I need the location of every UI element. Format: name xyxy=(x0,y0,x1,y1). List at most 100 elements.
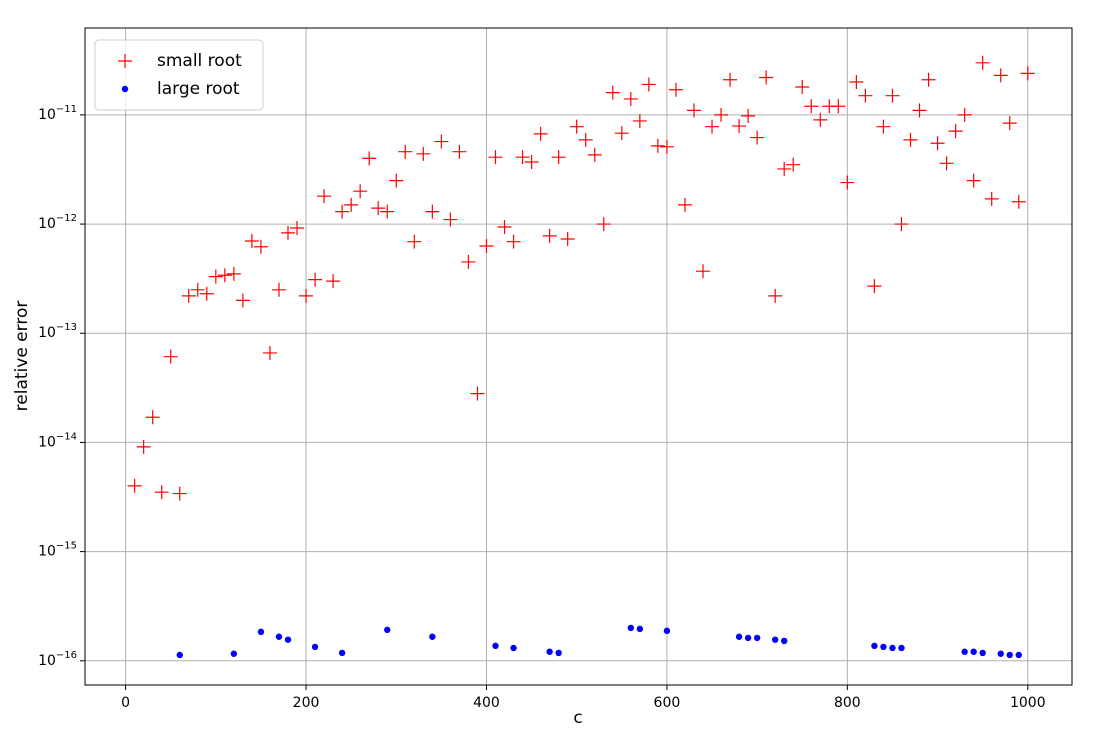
y-tick-label: 10−13 xyxy=(38,322,77,341)
data-point xyxy=(542,228,557,243)
data-point xyxy=(497,220,512,235)
data-point xyxy=(429,633,436,640)
data-point xyxy=(317,189,332,204)
data-point xyxy=(244,233,259,248)
data-point xyxy=(560,231,575,246)
data-point xyxy=(208,269,223,284)
data-point xyxy=(311,643,319,651)
data-point xyxy=(284,636,292,643)
data-point xyxy=(735,633,743,640)
data-point xyxy=(831,99,846,114)
legend-label: large root xyxy=(157,79,240,99)
data-point xyxy=(176,651,183,659)
data-point xyxy=(777,161,792,176)
data-point xyxy=(506,234,521,249)
data-point xyxy=(154,485,169,500)
data-point xyxy=(163,349,178,364)
data-point xyxy=(443,212,458,227)
data-point xyxy=(470,386,485,401)
data-point xyxy=(961,648,968,655)
data-point xyxy=(1006,651,1013,659)
x-tick-label: 800 xyxy=(834,695,861,711)
y-tick-label: 10−15 xyxy=(38,541,77,560)
data-point xyxy=(903,132,918,147)
data-point xyxy=(771,636,779,643)
data-point xyxy=(948,124,963,139)
data-point xyxy=(1015,651,1022,659)
data-point xyxy=(587,147,602,162)
data-point xyxy=(984,191,999,206)
data-point xyxy=(889,644,896,652)
data-point xyxy=(555,649,562,657)
data-point xyxy=(723,72,738,87)
data-point xyxy=(750,130,765,145)
x-tick-label: 200 xyxy=(293,695,320,711)
data-point xyxy=(898,644,905,652)
data-point xyxy=(840,175,855,190)
data-point xyxy=(492,642,499,650)
data-point xyxy=(753,634,761,642)
data-point xyxy=(172,486,187,501)
data-point xyxy=(280,225,295,240)
data-point xyxy=(533,126,548,141)
data-point xyxy=(768,288,783,303)
data-point xyxy=(596,217,611,232)
data-point xyxy=(636,625,644,633)
data-point xyxy=(641,77,656,92)
data-point xyxy=(190,282,205,297)
data-point xyxy=(677,197,692,212)
data-point xyxy=(997,650,1004,657)
data-point xyxy=(271,282,286,297)
y-tick-label: 10−16 xyxy=(38,650,77,669)
x-axis-label: c xyxy=(573,708,582,728)
data-point xyxy=(308,272,323,287)
data-point xyxy=(858,88,873,103)
data-point xyxy=(353,184,368,199)
data-point xyxy=(569,119,584,134)
data-point xyxy=(230,650,238,657)
y-tick-label: 10−12 xyxy=(38,213,77,232)
legend-label: small root xyxy=(157,51,242,71)
data-point xyxy=(732,119,747,134)
data-point xyxy=(425,204,440,219)
data-point xyxy=(257,628,265,636)
data-point xyxy=(262,345,277,360)
data-point xyxy=(1020,66,1035,81)
data-point xyxy=(1002,116,1017,131)
data-point xyxy=(384,626,391,634)
data-point xyxy=(546,648,553,655)
plot-frame xyxy=(84,27,1073,686)
data-point xyxy=(632,113,647,128)
data-point xyxy=(993,68,1008,83)
data-point xyxy=(686,103,701,118)
data-point xyxy=(966,173,981,188)
data-point xyxy=(970,648,977,655)
data-point xyxy=(434,134,449,149)
data-point xyxy=(880,643,887,651)
legend-box xyxy=(94,39,264,111)
data-point xyxy=(627,624,635,632)
data-point xyxy=(714,107,729,122)
data-point xyxy=(623,91,638,106)
data-point xyxy=(461,254,476,269)
data-point xyxy=(650,138,665,153)
data-point xyxy=(199,286,214,301)
data-point xyxy=(876,119,891,134)
data-point xyxy=(930,136,945,151)
data-point xyxy=(335,204,350,219)
data-point xyxy=(813,112,828,127)
data-point xyxy=(663,627,671,635)
data-point xyxy=(290,221,305,236)
data-point xyxy=(181,288,196,303)
data-point xyxy=(912,103,927,118)
data-point xyxy=(127,478,142,493)
data-point xyxy=(389,173,404,188)
data-point xyxy=(226,266,241,281)
data-point xyxy=(894,217,909,232)
data-point xyxy=(939,156,954,171)
data-point xyxy=(299,288,314,303)
data-point xyxy=(371,201,386,216)
data-point xyxy=(217,268,232,283)
data-point xyxy=(786,157,801,172)
